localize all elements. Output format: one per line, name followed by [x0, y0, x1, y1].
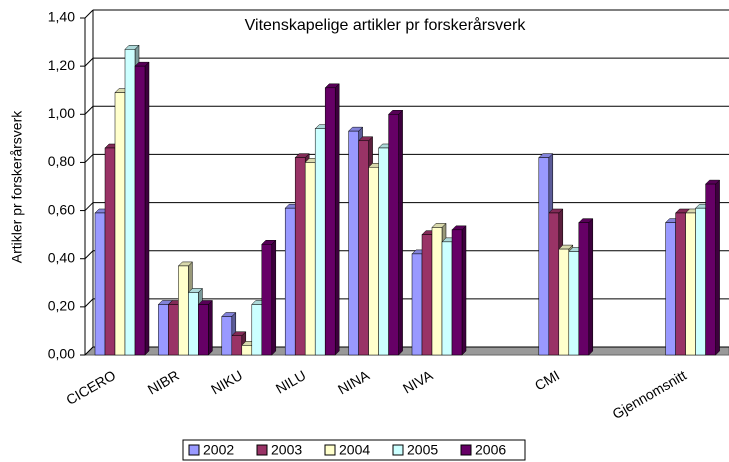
- grid-line-slant: [84, 154, 94, 163]
- bar: [421, 234, 433, 356]
- legend-label: 2004: [339, 442, 370, 458]
- bar: [104, 147, 116, 356]
- x-tick-label: NILU: [273, 367, 309, 397]
- x-tick-label: NIBR: [145, 367, 182, 398]
- bar: [314, 128, 326, 356]
- y-axis-label: Artikler pr forskerårsverk: [9, 110, 25, 263]
- y-tick-label: 0,00: [48, 346, 75, 362]
- bar: [431, 227, 443, 356]
- bar: [261, 244, 273, 356]
- bar: [178, 265, 189, 356]
- bar: [114, 92, 126, 356]
- bar: [284, 207, 296, 356]
- grid-line-slant: [84, 250, 94, 260]
- x-tick-label: CICERO: [63, 367, 118, 408]
- bar: [558, 248, 570, 356]
- legend-label: 2005: [407, 442, 438, 458]
- y-tick-label: 0,80: [48, 153, 75, 169]
- legend-swatch: [392, 444, 404, 456]
- chart-title: Vitenskapelige artikler pr forskerårsver…: [245, 16, 527, 34]
- bar: [548, 212, 560, 356]
- bar: [124, 49, 136, 356]
- grid-line-slant: [84, 9, 94, 19]
- bar: [451, 229, 463, 356]
- legend-swatch: [324, 444, 336, 456]
- bar: [251, 304, 263, 356]
- bar: [411, 253, 423, 356]
- legend-swatch: [460, 444, 472, 456]
- bar: [324, 87, 336, 356]
- grid-line-slant: [84, 346, 94, 356]
- bar: [665, 222, 676, 356]
- bar: [348, 130, 359, 356]
- legend-swatch: [188, 444, 200, 456]
- bar: [358, 140, 369, 356]
- y-tick-label: 1,00: [48, 105, 75, 121]
- x-tick-label: CMI: [532, 367, 562, 394]
- x-tick-label: Gjennomsnitt: [610, 367, 690, 422]
- y-tick-label: 0,60: [48, 201, 75, 217]
- y-tick-label: 0,40: [48, 249, 75, 265]
- y-tick-label: 1,40: [48, 9, 75, 25]
- bar: [685, 212, 696, 356]
- bar-side: [588, 218, 594, 356]
- y-tick-label: 0,20: [48, 298, 75, 314]
- grid-line-slant: [84, 298, 94, 308]
- bar: [695, 207, 706, 356]
- bar-side: [398, 109, 403, 356]
- grid-line-slant: [84, 105, 94, 115]
- bar: [221, 316, 233, 356]
- bar-side: [271, 239, 277, 356]
- bar: [198, 304, 209, 356]
- legend-label: 2003: [271, 442, 302, 458]
- bar: [378, 147, 389, 356]
- bar: [578, 222, 590, 356]
- bar: [705, 183, 716, 356]
- grid-line-slant: [84, 202, 94, 211]
- legend: 2002 2003 2004 2005 2006: [182, 439, 526, 461]
- y-tick-label: 1,20: [48, 57, 75, 73]
- bar: [441, 241, 453, 356]
- bar: [168, 304, 179, 356]
- bar-side: [144, 61, 150, 356]
- bar: [538, 157, 550, 356]
- bar-side: [715, 179, 720, 356]
- bar: [675, 212, 686, 356]
- bar-side: [208, 299, 213, 356]
- legend-box: [182, 439, 526, 461]
- bar: [294, 157, 306, 356]
- grid-line-slant: [84, 57, 94, 67]
- bar: [231, 335, 243, 356]
- bar-side: [334, 83, 340, 356]
- bar: [368, 166, 379, 356]
- legend-label: 2006: [475, 442, 506, 458]
- legend-swatch: [256, 444, 268, 456]
- x-tick-label: NIVA: [400, 367, 436, 397]
- bar: [388, 114, 399, 356]
- bar: [188, 292, 199, 356]
- bar: [158, 304, 169, 356]
- bar: [304, 162, 316, 356]
- bar: [568, 251, 580, 356]
- x-tick-label: NINA: [335, 367, 373, 398]
- legend-label: 2002: [203, 442, 234, 458]
- bar: [134, 65, 146, 356]
- bar: [241, 345, 253, 356]
- x-tick-label: NIKU: [208, 367, 245, 398]
- bar: [94, 212, 106, 356]
- bar-side: [461, 225, 467, 356]
